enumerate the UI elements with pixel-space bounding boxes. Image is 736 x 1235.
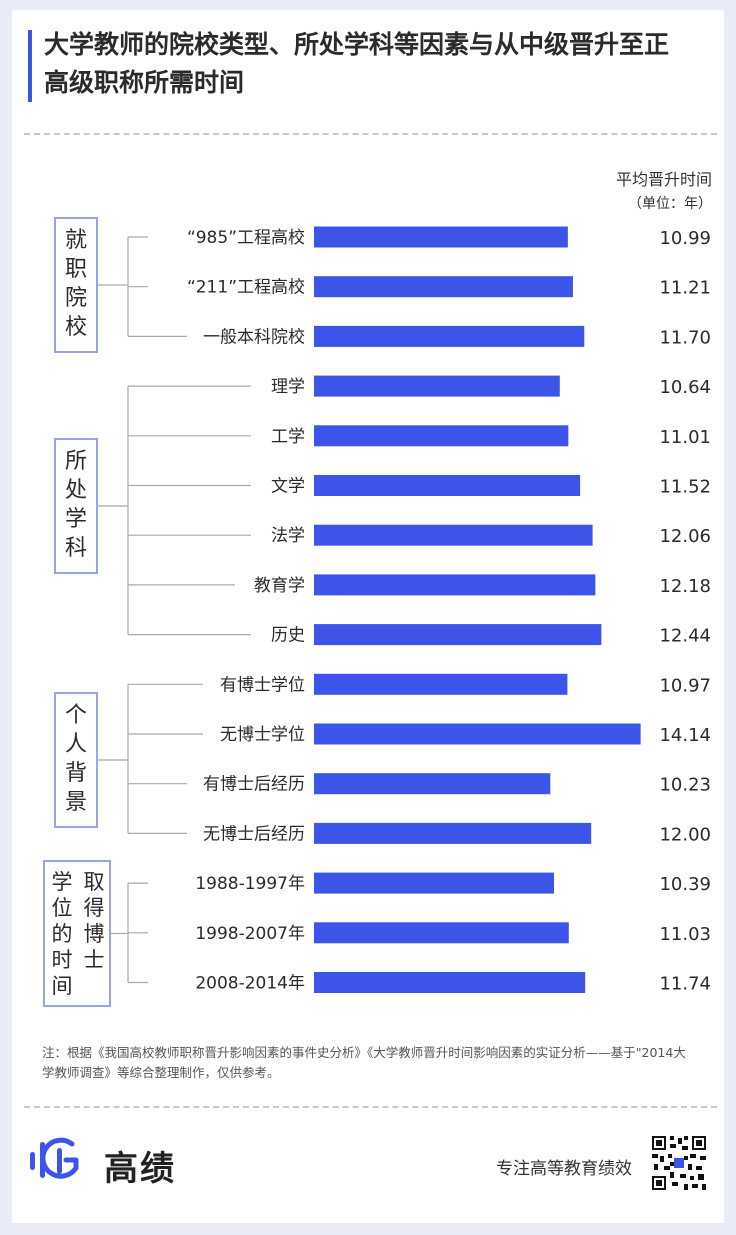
title-accent-bar (28, 30, 32, 102)
group-label-char: 博 (84, 922, 105, 946)
group-label-char: 职 (65, 257, 87, 282)
category-label: 法学 (271, 526, 305, 546)
value-label: 11.03 (659, 924, 711, 945)
group-label-char: 科 (65, 536, 87, 561)
group-label-char: 取 (84, 870, 105, 894)
bar (314, 773, 551, 795)
category-label: 一般本科院校 (203, 327, 305, 347)
group-label-char: 背 (65, 761, 87, 786)
column-header-main: 平均晋升时间 (615, 170, 712, 189)
group-label-char: 就 (65, 228, 87, 253)
bar (314, 872, 555, 894)
group-label-char: 所 (65, 449, 87, 474)
bar-chart: “985”工程高校 10.99 “211”工程高校 11.21 一般本科院校 11.70 理… (43, 217, 711, 1007)
group-label-char: 校 (65, 315, 87, 340)
poster-card (12, 10, 724, 1223)
bar (314, 574, 596, 596)
category-label: 教育学 (254, 576, 305, 596)
bar (314, 226, 568, 248)
gaoji-logo-icon (30, 1137, 79, 1179)
bar (314, 475, 581, 496)
value-label: 12.00 (659, 824, 711, 845)
bar (314, 822, 592, 844)
group-label-char: 时 (52, 948, 73, 972)
source-note: 注：根据《我国高校教师职称晋升影响因素的事件史分析》《大学教师晋升时间影响因素的… (42, 1045, 686, 1080)
category-label: 有博士学位 (220, 675, 305, 695)
group-label-char: 间 (52, 974, 73, 998)
column-header: 平均晋升时间 （单位：年） (616, 168, 712, 216)
divider-top (24, 133, 717, 135)
category-label: 无博士后经历 (203, 824, 305, 844)
value-label: 10.64 (659, 377, 711, 398)
value-label: 14.14 (659, 725, 711, 746)
group-label-char: 位 (52, 896, 73, 920)
group-label-char: 处 (65, 478, 87, 503)
category-label: 文学 (271, 477, 305, 497)
group-label-char: 士 (84, 948, 105, 972)
bar (314, 524, 593, 546)
value-label: 11.52 (659, 477, 711, 498)
bar (314, 325, 585, 347)
category-label: “211”工程高校 (187, 278, 305, 298)
value-label: 12.18 (659, 576, 711, 597)
chart-title: 大学教师的院校类型、所处学科等因素与从中级晋升至正高级职称所需时间 (44, 30, 670, 97)
group-label-char: 院 (65, 286, 87, 311)
category-label: 历史 (271, 626, 305, 646)
brand-slogan: 专注高等教育绩效 (496, 1159, 632, 1179)
category-label: 2008-2014年 (195, 974, 305, 994)
group-label-char: 人 (65, 732, 87, 757)
value-label: 10.99 (659, 228, 711, 249)
value-label: 11.70 (659, 327, 711, 348)
divider-bottom (24, 1106, 717, 1108)
group-label-char: 学 (65, 507, 87, 532)
value-label: 12.44 (659, 626, 711, 647)
group-label-char: 学 (52, 870, 73, 894)
value-label: 10.39 (659, 874, 711, 895)
category-label: 1998-2007年 (195, 924, 305, 944)
value-label: 11.21 (659, 278, 711, 299)
bar (314, 375, 560, 397)
group-label-box (43, 860, 111, 1007)
value-label: 10.23 (659, 775, 711, 796)
group-label-box (54, 438, 98, 574)
bar (314, 922, 569, 944)
group-label-char: 得 (84, 896, 105, 920)
category-label: 有博士后经历 (203, 775, 305, 795)
group-label-box (54, 217, 98, 353)
category-label: 无博士学位 (220, 725, 305, 745)
group-label-char: 个 (65, 703, 87, 728)
value-label: 12.06 (659, 526, 711, 547)
bar (314, 972, 586, 993)
category-label: 1988-1997年 (195, 874, 305, 894)
category-label: 理学 (271, 377, 305, 397)
brand-name: 高绩 (104, 1149, 176, 1189)
value-label: 10.97 (659, 675, 711, 696)
category-label: 工学 (271, 427, 305, 447)
bar (314, 723, 641, 745)
column-header-unit: （单位：年） (628, 196, 712, 212)
bar (314, 276, 573, 298)
group-label-box (54, 692, 98, 828)
group-label-char: 景 (65, 790, 87, 815)
bar (314, 673, 568, 695)
bar (314, 425, 569, 447)
value-label: 11.74 (659, 974, 711, 995)
bar (314, 624, 602, 646)
qr-code-icon (650, 1134, 708, 1192)
category-label: “985”工程高校 (187, 228, 305, 248)
value-label: 11.01 (659, 427, 711, 448)
group-label-char: 的 (52, 922, 73, 946)
